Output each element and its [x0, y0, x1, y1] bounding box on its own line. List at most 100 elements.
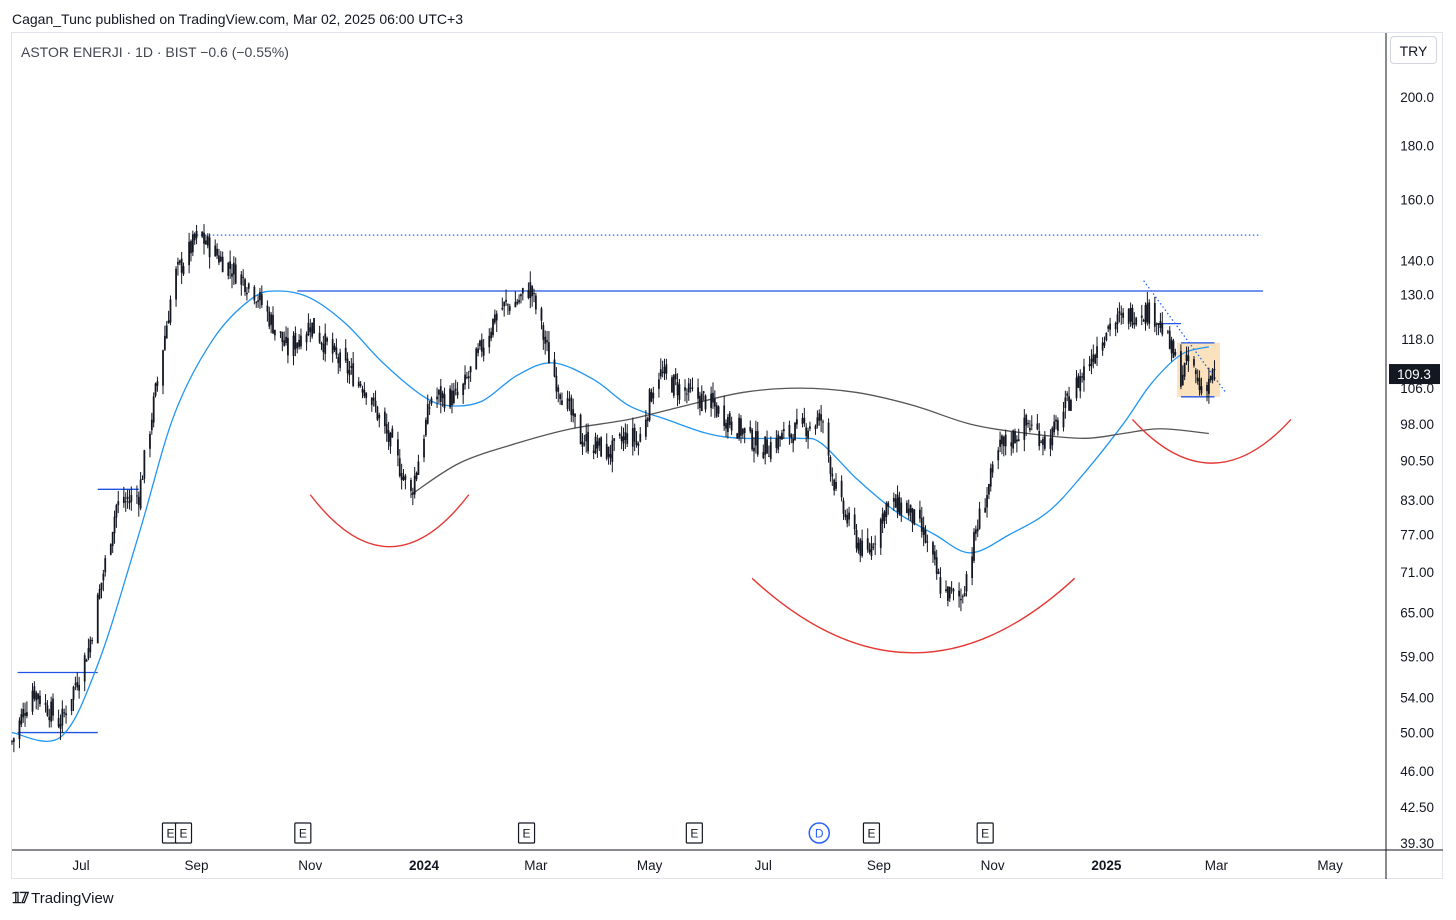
candle-body [1114, 323, 1117, 330]
candle-body [1153, 303, 1156, 327]
candle [1081, 372, 1084, 383]
pattern-arc [309, 494, 470, 548]
candle-body [989, 468, 992, 487]
candle-body [794, 422, 796, 441]
candle [1038, 423, 1041, 451]
candle [357, 377, 360, 389]
candle [542, 322, 545, 350]
candle-body [361, 388, 364, 393]
candle [713, 390, 716, 418]
candle [984, 498, 987, 513]
candle-body [89, 639, 92, 653]
candle [348, 361, 351, 384]
price-tick-label: 106.0 [1400, 381, 1434, 396]
candle [933, 544, 936, 566]
candle [646, 416, 649, 428]
candle [305, 331, 308, 351]
candle [283, 331, 286, 347]
candle-body [85, 659, 88, 662]
candle-body [671, 377, 673, 393]
candle [857, 537, 860, 554]
candle [113, 510, 116, 544]
candle [989, 463, 992, 492]
candle-body [613, 438, 616, 441]
candle-body [283, 340, 286, 346]
candle [749, 420, 752, 434]
candle [999, 431, 1001, 453]
earnings-marker[interactable]: E [976, 822, 994, 844]
candle-body [163, 335, 166, 350]
earnings-marker[interactable]: E [685, 822, 703, 844]
candle [520, 293, 522, 304]
candle-body [326, 338, 328, 342]
candle-body [1053, 421, 1056, 433]
candle [1127, 308, 1130, 330]
candle-body [848, 512, 850, 520]
candle [637, 441, 640, 456]
candle [788, 420, 791, 445]
candle-body [857, 542, 860, 551]
earnings-marker[interactable]: E [862, 822, 881, 844]
candle [1042, 436, 1044, 456]
earnings-marker[interactable]: E [294, 822, 312, 844]
publisher-caption: Cagan_Tunc published on TradingView.com,… [12, 11, 464, 27]
candle [378, 412, 381, 428]
candle [700, 385, 703, 412]
candle [704, 394, 707, 413]
candle [730, 416, 733, 435]
candle [935, 549, 938, 580]
footer-brand[interactable]: 𝟙𝟟 TradingView [12, 889, 114, 908]
candle-body [143, 450, 146, 479]
earnings-marker[interactable]: E [174, 822, 193, 844]
candle-body [98, 588, 101, 599]
candle-body [339, 352, 342, 368]
candle [180, 251, 183, 284]
candle-body [1207, 378, 1210, 394]
time-tick-label: May [1317, 858, 1343, 873]
candle [753, 437, 755, 463]
time-tick-label: May [637, 858, 663, 873]
candle [782, 421, 785, 439]
candle [346, 352, 349, 383]
candle [1148, 299, 1151, 329]
candle-body [1174, 352, 1177, 356]
candle-body [1092, 354, 1095, 362]
candle [631, 417, 634, 456]
candle [63, 708, 66, 718]
candle [570, 394, 573, 422]
candle-body [376, 406, 379, 420]
candle-body [1122, 312, 1125, 318]
candle-body [449, 388, 452, 408]
candle [920, 506, 923, 538]
candle-body [335, 347, 338, 355]
candle-body [124, 501, 127, 503]
candle [231, 263, 233, 289]
candle [710, 386, 713, 417]
candle [514, 291, 517, 308]
currency-button[interactable]: TRY [1390, 36, 1437, 64]
candle-body [1079, 376, 1082, 392]
candle-body [495, 313, 498, 321]
candle [1025, 413, 1028, 437]
trendline [1143, 280, 1227, 393]
candle-body [684, 387, 686, 391]
candle [1088, 355, 1091, 372]
candle-body [699, 395, 701, 408]
candle-body [1185, 354, 1188, 361]
time-tick-label: 2024 [409, 858, 440, 873]
earnings-marker[interactable]: E [517, 822, 536, 844]
candle-body [697, 387, 699, 399]
dividend-marker[interactable]: D [808, 822, 830, 844]
candle [298, 334, 301, 350]
candle-body [201, 231, 204, 237]
candle [266, 300, 269, 322]
price-tick-label: 140.0 [1400, 254, 1434, 269]
candle [533, 288, 535, 303]
candle [20, 708, 23, 728]
candle-body [1144, 304, 1147, 324]
price-tick-label: 46.00 [1400, 764, 1434, 779]
candle-body [1157, 323, 1160, 325]
candle-body [1129, 307, 1132, 322]
candle [1053, 414, 1056, 436]
